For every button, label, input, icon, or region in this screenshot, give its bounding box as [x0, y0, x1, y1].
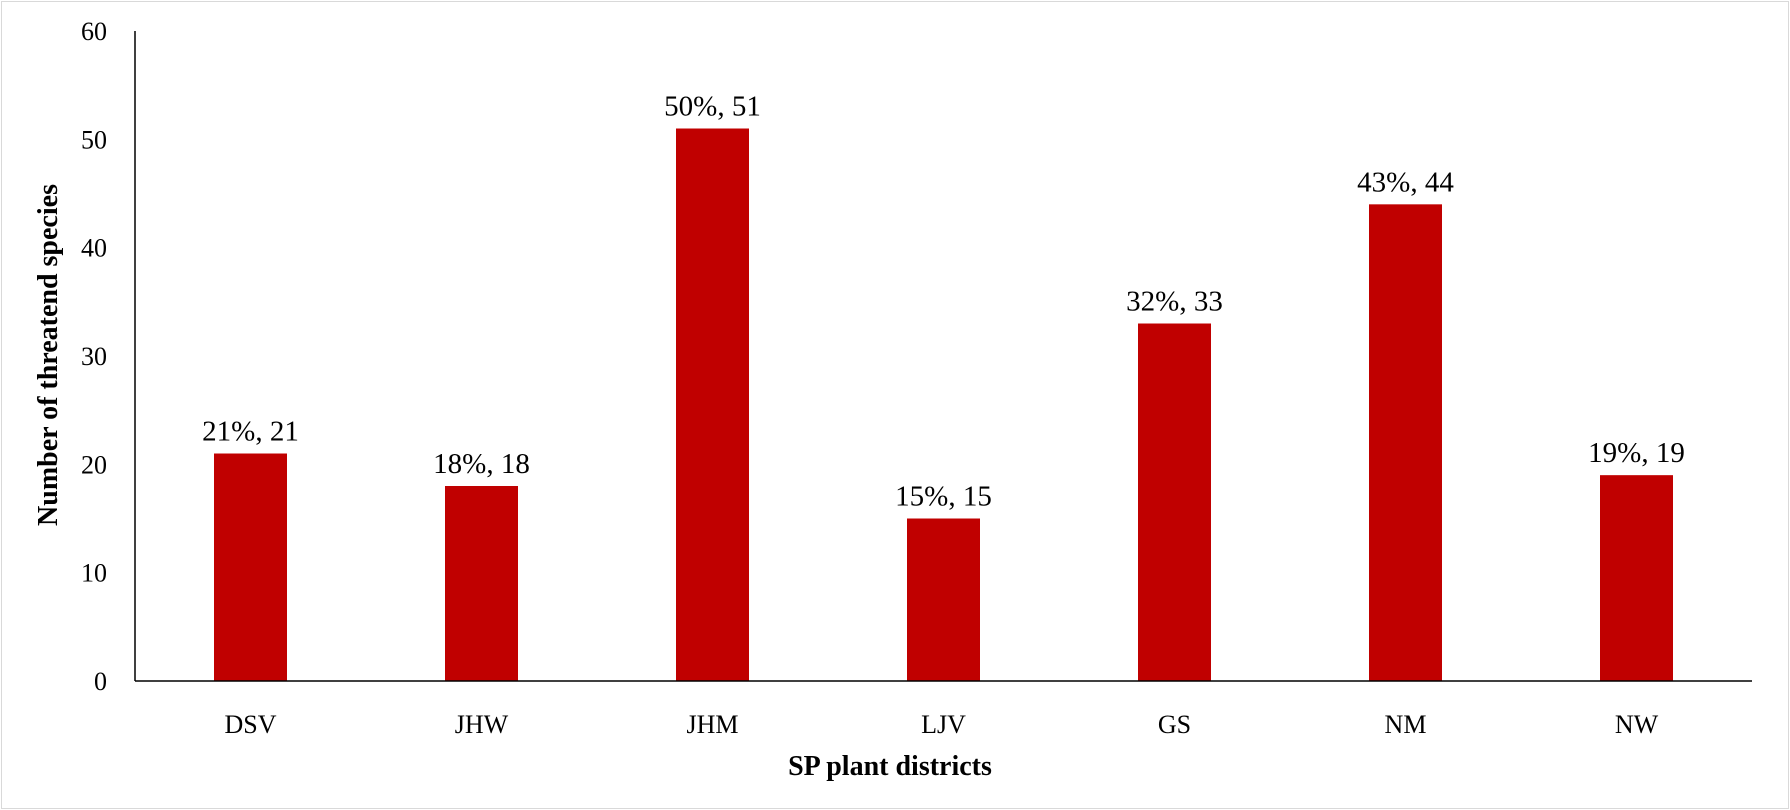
data-label-ljv: 15%, 15	[895, 481, 992, 513]
data-label-gs: 32%, 33	[1126, 286, 1223, 318]
y-tick-label: 10	[81, 559, 107, 588]
data-label-dsv: 21%, 21	[202, 416, 299, 448]
bar-nm	[1369, 204, 1442, 682]
y-tick-label: 50	[81, 125, 107, 154]
x-axis-ticks: DSV JHW JHM LJV GS NM NW	[224, 710, 1658, 739]
bars	[214, 128, 1673, 682]
bar-jhm	[676, 128, 749, 681]
data-label-jhm: 50%, 51	[664, 91, 761, 123]
bar-gs	[1138, 323, 1211, 681]
x-tick-label: LJV	[921, 710, 966, 739]
x-tick-label: JHW	[455, 710, 509, 739]
y-axis-title: Number of threatend species	[33, 184, 64, 526]
x-tick-label: GS	[1158, 710, 1191, 739]
data-label-jhw: 18%, 18	[433, 448, 530, 480]
x-axis-title: SP plant districts	[788, 751, 992, 782]
x-tick-label: DSV	[224, 710, 276, 739]
y-axis-ticks: 0 10 20 30 40 50 60	[81, 17, 107, 696]
x-tick-label: NW	[1615, 710, 1659, 739]
data-label-nw: 19%, 19	[1588, 437, 1685, 469]
y-tick-label: 20	[81, 450, 107, 479]
bar-ljv	[907, 518, 980, 681]
bar-nw	[1600, 475, 1673, 681]
bar-dsv	[214, 453, 287, 681]
x-tick-label: NM	[1385, 710, 1427, 739]
y-tick-label: 30	[81, 342, 107, 371]
data-label-nm: 43%, 44	[1357, 166, 1454, 198]
x-tick-label: JHM	[686, 710, 738, 739]
bar-jhw	[445, 486, 518, 681]
y-tick-label: 0	[94, 667, 107, 696]
data-labels: 21%, 21 18%, 18 50%, 51 15%, 15 32%, 33 43%, …	[202, 91, 1685, 513]
y-tick-label: 60	[81, 17, 107, 46]
y-tick-label: 40	[81, 234, 107, 263]
